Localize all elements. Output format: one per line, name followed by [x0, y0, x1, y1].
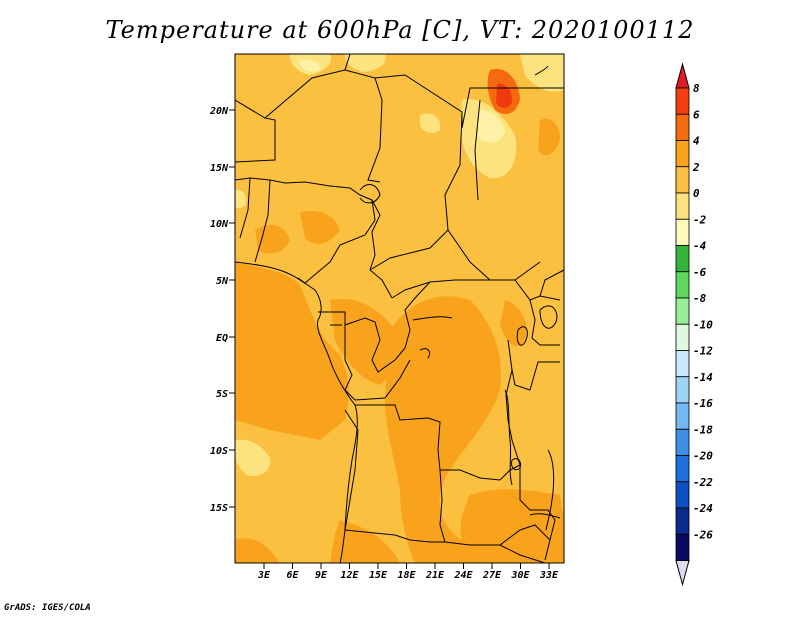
colorbar-segment: [675, 140, 690, 168]
colorbar: 8 6 4 2 0 -2 -4 -6 -8 -10 -12 -14 -16 -18 -20 -22 -24 -26: [675, 62, 713, 587]
chart-title: Temperature at 600hPa [C], VT: 202010011…: [105, 16, 695, 44]
lat-tick-label: 10N: [210, 219, 229, 230]
colorbar-label: 4: [693, 135, 700, 148]
field-hottest-areas: [496, 83, 513, 108]
country-borders: [235, 54, 564, 563]
lon-tick-label: 21E: [425, 570, 445, 581]
colorbar-segment: [675, 402, 690, 430]
colorbar-label: -12: [693, 345, 713, 358]
colorbar-segment: [675, 350, 690, 378]
colorbar-label: -18: [693, 423, 713, 436]
lon-tick-label: 3E: [257, 570, 271, 581]
colorbar-segment: [675, 376, 690, 404]
colorbar-label: -4: [693, 240, 707, 253]
colorbar-label: -16: [693, 397, 713, 410]
colorbar-segment: [675, 271, 690, 299]
grads-credit: GrADS: IGES/COLA: [4, 603, 91, 613]
colorbar-label: 8: [693, 82, 700, 95]
lon-tick-label: 33E: [539, 570, 559, 581]
colorbar-segment: [675, 297, 690, 325]
colorbar-label: -20: [693, 450, 713, 463]
lon-tick-label: 30E: [510, 570, 530, 581]
lon-tick-label: 15E: [369, 570, 388, 581]
lon-tick-label: 18E: [397, 570, 416, 581]
colorbar-segment: [675, 481, 690, 509]
colorbar-segment: [675, 87, 690, 115]
field-coolest-areas: [300, 59, 505, 143]
plot-frame: [234, 53, 565, 564]
lat-tick-label: 20N: [209, 106, 229, 117]
lat-tick-label: 15N: [210, 163, 229, 174]
colorbar-segment: [675, 455, 690, 483]
colorbar-label: -2: [693, 213, 707, 226]
colorbar-label: 6: [693, 108, 700, 121]
lon-tick-label: 24E: [453, 570, 473, 581]
colorbar-label: -22: [693, 476, 713, 489]
lat-tick-label: 15S: [210, 503, 228, 514]
colorbar-label: -14: [693, 371, 713, 384]
colorbar-segment: [675, 218, 690, 246]
colorbar-segment: [675, 323, 690, 351]
colorbar-label: -26: [693, 528, 713, 541]
colorbar-segment: [675, 428, 690, 456]
colorbar-top-arrow: [675, 62, 690, 89]
lat-tick-label: 5N: [216, 276, 229, 287]
colorbar-bottom-arrow: [675, 560, 690, 587]
colorbar-label: -10: [693, 318, 713, 331]
latitude-axis: 20N 15N 10N 5N EQ 5S 10S 15S: [209, 106, 235, 514]
lon-tick-label: 9E: [315, 570, 328, 581]
temperature-field: [235, 54, 564, 563]
colorbar-label: -24: [693, 502, 713, 515]
lon-tick-label: 6E: [286, 570, 299, 581]
colorbar-label: 2: [692, 161, 700, 174]
lat-tick-label: EQ: [216, 333, 228, 344]
lon-tick-label: 27E: [482, 570, 502, 581]
colorbar-segment: [675, 245, 690, 273]
colorbar-label: 0: [693, 187, 700, 200]
colorbar-segment: [675, 113, 690, 141]
colorbar-label: -6: [693, 266, 707, 279]
colorbar-segment: [675, 507, 690, 535]
longitude-axis: 3E 6E 9E 12E 15E 18E 21E 24E 27E 30E 33E: [257, 563, 559, 581]
colorbar-label: -8: [693, 292, 707, 305]
lon-tick-label: 12E: [340, 570, 359, 581]
lat-tick-label: 10S: [210, 446, 228, 457]
colorbar-segment: [675, 166, 690, 194]
colorbar-segment: [675, 533, 690, 561]
lat-tick-label: 5S: [216, 389, 228, 400]
colorbar-segment: [675, 192, 690, 220]
